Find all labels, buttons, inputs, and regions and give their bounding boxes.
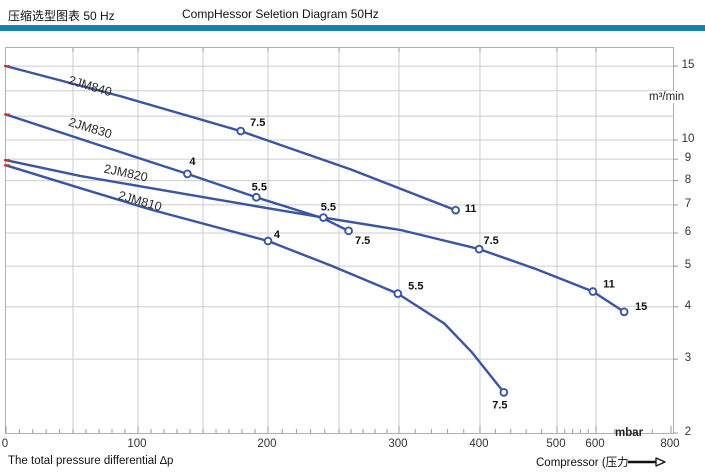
x-axis-unit-label: mbar — [615, 427, 644, 439]
power-rating-label: 7.5 — [484, 235, 499, 247]
x-tick-label: 200 — [257, 438, 277, 450]
data-point-marker — [619, 307, 629, 317]
chart-plot-area: 2JM840 7.5 11 2JM830 4 5.5 7.5 2JM820 5.5 7.5 11 15… — [4, 47, 678, 434]
x-tick-label: 600 — [585, 438, 605, 450]
page-title-english: CompHessor Seletion Diagram 50Hz — [182, 7, 379, 21]
data-point-marker — [183, 169, 192, 179]
power-rating-label: 15 — [635, 301, 647, 313]
y-tick-label: 6 — [684, 225, 692, 238]
data-point-marker — [451, 205, 461, 215]
x-axis-caption-right: Compressor (压力 — [536, 457, 629, 469]
x-tick-label: 100 — [127, 438, 147, 450]
y-tick-label: 2 — [684, 426, 692, 438]
power-rating-label: 5.5 — [408, 281, 423, 293]
power-rating-label: 4 — [189, 156, 196, 168]
x-tick-label: 400 — [469, 438, 489, 450]
data-point-marker — [474, 244, 484, 254]
y-tick-label: 5 — [684, 259, 692, 272]
curve-2jm820 — [4, 158, 626, 314]
curve-2jm830 — [4, 113, 350, 233]
x-tick-label: 800 — [660, 438, 680, 450]
power-rating-label: 5.5 — [252, 181, 267, 193]
y-tick-label: 4 — [684, 299, 692, 312]
y-tick-label: 8 — [684, 173, 692, 186]
power-rating-label: 7.5 — [250, 117, 265, 129]
curve-2jm810 — [4, 164, 506, 394]
y-tick-label: 7 — [684, 197, 692, 210]
x-tick-label: 500 — [546, 438, 566, 450]
y-axis-unit-label: m³/min — [648, 91, 686, 103]
data-point-marker — [499, 388, 509, 397]
power-rating-label: 4 — [274, 229, 281, 241]
y-tick-label: 10 — [681, 132, 695, 145]
data-point-marker — [588, 287, 598, 296]
data-point-marker — [393, 289, 403, 298]
data-point-marker — [263, 236, 273, 246]
x-tick-label: 300 — [388, 438, 408, 450]
power-rating-label: 5.5 — [321, 202, 336, 214]
right-arrow-icon — [628, 457, 666, 467]
y-tick-label: 9 — [684, 152, 692, 165]
page-title-chinese: 压缩选型图表 50 Hz — [8, 9, 115, 23]
y-tick-label: 3 — [684, 352, 692, 365]
data-point-marker — [251, 192, 261, 202]
power-rating-label: 7.5 — [492, 399, 507, 411]
y-tick-label: 15 — [681, 59, 695, 72]
power-rating-label: 11 — [603, 279, 615, 291]
data-point-marker — [319, 213, 328, 222]
power-rating-label: 7.5 — [355, 235, 370, 247]
accent-divider-bar — [0, 25, 705, 31]
series-name-label: 2JM810 — [117, 188, 164, 214]
x-tick-label: 0 — [1, 438, 9, 450]
series-name-label: 2JM840 — [67, 73, 114, 99]
data-point-marker — [236, 126, 246, 136]
power-rating-label: 11 — [465, 203, 477, 215]
chart-canvas: 2JM8407.5112JM83045.57.52JM8205.57.51115… — [4, 48, 678, 434]
data-point-marker — [344, 226, 353, 236]
x-axis-caption-left: The total pressure differential ∆p — [8, 455, 174, 467]
